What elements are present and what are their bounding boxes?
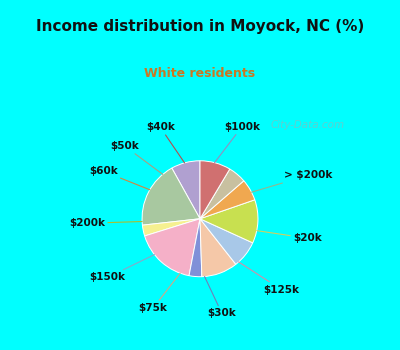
Wedge shape xyxy=(142,219,200,236)
Wedge shape xyxy=(189,219,202,277)
Text: $50k: $50k xyxy=(110,141,163,174)
Wedge shape xyxy=(200,169,244,219)
Text: White residents: White residents xyxy=(144,67,256,80)
Text: $40k: $40k xyxy=(146,122,184,163)
Text: $20k: $20k xyxy=(257,231,322,243)
Text: $125k: $125k xyxy=(239,262,299,295)
Text: City-Data.com: City-Data.com xyxy=(270,120,344,130)
Wedge shape xyxy=(200,200,258,243)
Wedge shape xyxy=(200,161,230,219)
Wedge shape xyxy=(172,161,200,219)
Text: $150k: $150k xyxy=(89,254,154,282)
Text: $75k: $75k xyxy=(139,273,180,313)
Wedge shape xyxy=(200,181,255,219)
Text: $100k: $100k xyxy=(214,122,260,163)
Wedge shape xyxy=(200,219,253,264)
Wedge shape xyxy=(142,168,200,225)
Wedge shape xyxy=(145,219,200,276)
Wedge shape xyxy=(200,219,236,277)
Text: > $200k: > $200k xyxy=(252,170,333,192)
Text: $30k: $30k xyxy=(204,276,236,318)
Text: Income distribution in Moyock, NC (%): Income distribution in Moyock, NC (%) xyxy=(36,19,364,34)
Text: $60k: $60k xyxy=(89,166,150,190)
Text: $200k: $200k xyxy=(69,218,142,228)
